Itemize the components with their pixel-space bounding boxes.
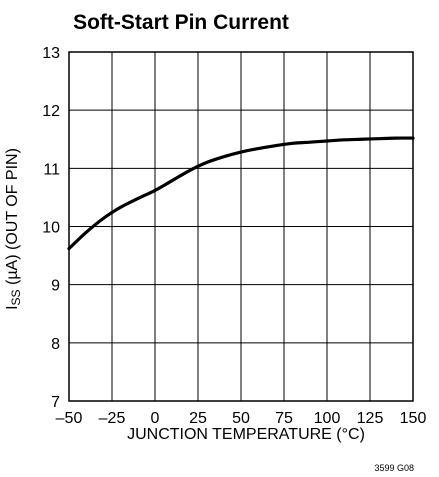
y-tick-label: 8 [51,336,60,353]
grid-lines [69,52,413,401]
y-axis-label-main: I [4,305,21,309]
x-tick-label: 150 [400,410,427,427]
plot-border [68,51,414,402]
series-line [67,136,415,251]
x-tick-label: –50 [56,410,83,427]
x-tick-label: 0 [151,410,160,427]
x-tick-label: 25 [189,410,207,427]
series-layer [67,136,415,251]
y-tick-label: 11 [43,161,60,178]
x-tick-label: 75 [275,410,293,427]
y-tick-label: 9 [51,278,60,295]
y-tick-label: 13 [42,45,60,62]
y-axis-label-rest: (µA) (OUT OF PIN) [4,148,21,289]
x-tick-label: 50 [232,410,250,427]
y-tick-label: 12 [42,103,60,120]
x-tick-label: –25 [99,410,126,427]
chart-title: Soft-Start Pin Current [73,11,289,34]
y-axis-label-subscript: SS [9,289,23,305]
y-tick-label: 10 [42,220,60,237]
figure-code: 3599 G08 [374,463,414,473]
tick-labels: –50 –25 0 25 50 75 100 125 150 7 8 9 10 11 12 13 [42,45,426,427]
y-axis-label: ISS (µA) (OUT OF PIN) [4,148,23,310]
y-tick-label: 7 [51,394,60,411]
x-tick-label: 100 [314,410,341,427]
plot-frame [68,51,414,402]
x-axis-label: JUNCTION TEMPERATURE (°C) [127,426,365,443]
x-tick-label: 125 [357,410,384,427]
